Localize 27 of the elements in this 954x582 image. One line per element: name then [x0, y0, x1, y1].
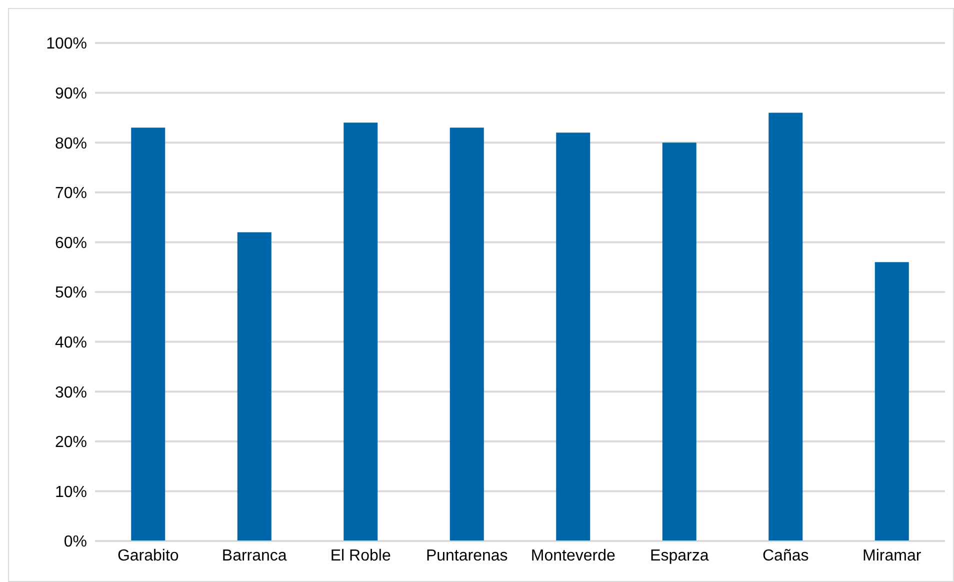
y-tick-label: 50% [54, 284, 87, 302]
bar [131, 128, 166, 541]
x-tick-label: Barranca [222, 547, 287, 564]
x-tick-label: Esparza [650, 547, 709, 564]
bar [662, 142, 696, 541]
y-tick-label: 60% [54, 234, 87, 252]
y-tick-label: 80% [54, 135, 87, 152]
bar [874, 262, 909, 541]
y-tick-label: 30% [54, 384, 87, 402]
y-tick-label: 70% [54, 185, 87, 202]
x-tick-label: Puntarenas [426, 547, 508, 564]
bar [556, 132, 590, 541]
y-tick-label: 100% [46, 36, 87, 53]
bar [768, 112, 803, 541]
y-tick-label: 40% [54, 334, 87, 352]
bar [450, 128, 484, 541]
bar [344, 122, 378, 541]
x-tick-label: Monteverde [530, 547, 616, 564]
y-tick-label: 0% [64, 534, 87, 551]
y-tick-label: 20% [54, 434, 87, 452]
y-tick-label: 10% [54, 484, 87, 501]
bar [237, 232, 272, 541]
x-tick-label: El Roble [330, 547, 391, 564]
x-tick-label: Cañas [762, 547, 809, 564]
x-tick-label: Garabito [117, 547, 179, 564]
y-tick-label: 90% [54, 85, 87, 102]
x-tick-label: Miramar [862, 547, 922, 564]
